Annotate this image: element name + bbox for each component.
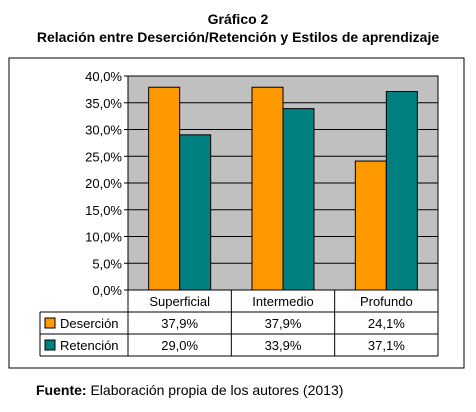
chart-title: Gráfico 2 — [207, 11, 269, 27]
bar-desercion — [251, 86, 284, 291]
y-tick-label: 30,0% — [85, 123, 122, 138]
legend-key-desercion — [44, 317, 56, 329]
y-tick-label: 0,0% — [92, 283, 122, 298]
legend-label: Retención — [60, 338, 119, 353]
chart-subtitle: Relación entre Deserción/Retención y Est… — [36, 29, 440, 45]
y-tick-label: 25,0% — [85, 149, 122, 164]
category-label: Intermedio — [252, 294, 313, 309]
data-label: 37,9% — [265, 316, 302, 331]
data-label: 24,1% — [368, 316, 405, 331]
y-tick-label: 20,0% — [85, 176, 122, 191]
category-label: Superficial — [149, 294, 210, 309]
bar-desercion — [148, 86, 181, 291]
y-tick-label: 40,0% — [85, 69, 122, 84]
data-label: 29,0% — [161, 338, 198, 353]
y-tick-label: 5,0% — [92, 256, 122, 271]
bar-retencion — [179, 134, 212, 291]
bar-desercion — [354, 160, 387, 291]
bar-retencion — [385, 91, 418, 291]
data-label: 37,1% — [368, 338, 405, 353]
source-label: Fuente: — [36, 382, 87, 398]
legend-label: Deserción — [60, 316, 119, 331]
bar-retencion — [282, 108, 315, 291]
data-label: 37,9% — [161, 316, 198, 331]
y-tick-label: 10,0% — [85, 230, 122, 245]
legend-key-retencion — [44, 339, 56, 351]
category-label: Profundo — [360, 294, 413, 309]
data-label: 33,9% — [265, 338, 302, 353]
y-tick-label: 15,0% — [85, 203, 122, 218]
source-text: Elaboración propia de los autores (2013) — [90, 382, 344, 398]
y-tick-label: 35,0% — [85, 96, 122, 111]
source-note: Fuente: Elaboración propia de los autore… — [36, 382, 343, 398]
